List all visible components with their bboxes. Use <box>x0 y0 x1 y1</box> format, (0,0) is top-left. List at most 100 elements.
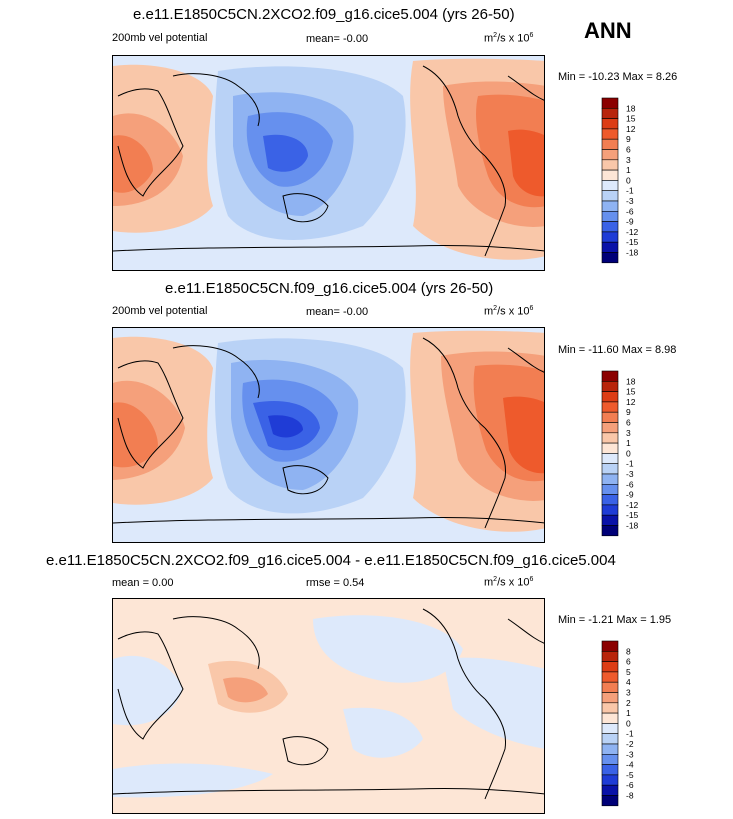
colorbar-box <box>601 211 619 222</box>
panel-1-colorbar: 18 15 12 9 6 3 1 0 -1 -3 -6 -9 -12 -15 -18 <box>601 97 661 272</box>
colorbar-tick-label: 2 <box>626 698 631 708</box>
panel-2-variable: 200mb vel potential <box>112 305 208 317</box>
colorbar-box <box>601 514 619 526</box>
panel-3-minmax: Min = -1.21 Max = 1.95 <box>558 614 672 626</box>
colorbar-tick-label: -15 <box>626 237 639 247</box>
colorbar-tick-label: -6 <box>626 479 634 489</box>
colorbar-box <box>601 525 619 537</box>
colorbar-box <box>601 640 619 652</box>
colorbar-box <box>601 180 619 192</box>
colorbar-box <box>601 200 619 212</box>
colorbar-tick-label: -3 <box>626 749 634 759</box>
colorbar-tick-label: 3 <box>626 155 631 165</box>
colorbar-tick-label: 15 <box>626 387 636 397</box>
colorbar-tick-label: 1 <box>626 165 631 175</box>
colorbar-tick-label: 12 <box>626 397 636 407</box>
colorbar-box <box>601 774 619 786</box>
colorbar-tick-label: 18 <box>626 103 636 113</box>
panel-2-map <box>112 327 545 543</box>
colorbar-tick-label: 3 <box>626 688 631 698</box>
colorbar-tick-label: -6 <box>626 206 634 216</box>
colorbar-tick-label: 8 <box>626 646 631 656</box>
colorbar-box <box>601 391 619 403</box>
colorbar-tick-label: 3 <box>626 428 631 438</box>
colorbar-tick-label: -12 <box>626 227 639 237</box>
panel-3-rmse: rmse = 0.54 <box>306 577 365 589</box>
colorbar-box <box>601 671 619 683</box>
colorbar-box <box>601 463 619 475</box>
colorbar-box <box>601 733 619 745</box>
colorbar-tick-label: -12 <box>626 500 639 510</box>
colorbar-box <box>601 241 619 253</box>
colorbar-tick-label: -6 <box>626 780 634 790</box>
colorbar-tick-label: 0 <box>626 448 631 458</box>
colorbar-box <box>601 401 619 413</box>
colorbar-tick-label: 1 <box>626 438 631 448</box>
colorbar-box <box>601 128 619 140</box>
panel-1-variable: 200mb vel potential <box>112 32 208 44</box>
colorbar-box <box>601 795 619 807</box>
panel-3-colorbar: 8 6 5 4 3 2 1 0 -1 -2 -3 -4 -5 -6 -8 <box>601 640 661 815</box>
panel-1-minmax: Min = -10.23 Max = 8.26 <box>558 71 678 83</box>
colorbar-box <box>601 681 619 693</box>
colorbar-box <box>601 764 619 776</box>
colorbar-tick-label: 12 <box>626 124 636 134</box>
panel-1-units: m2/s x 106 <box>484 32 534 45</box>
panel-3-title: e.e11.E1850C5CN.2XCO2.f09_g16.cice5.004 … <box>46 552 616 569</box>
panel-2-map-svg <box>113 328 544 542</box>
colorbar-tick-label: -3 <box>626 196 634 206</box>
colorbar-tick-label: 9 <box>626 134 631 144</box>
panel-3-map <box>112 598 545 814</box>
colorbar-box <box>601 712 619 724</box>
colorbar-tick-label: -15 <box>626 510 639 520</box>
colorbar-tick-label: -8 <box>626 791 634 801</box>
colorbar-tick-label: 0 <box>626 175 631 185</box>
colorbar-box <box>601 473 619 485</box>
colorbar-box <box>601 169 619 181</box>
panel-1-mean: mean= -0.00 <box>306 33 369 45</box>
colorbar-tick-label: 0 <box>626 718 631 728</box>
colorbar-box <box>601 108 619 119</box>
colorbar-tick-label: -1 <box>626 729 634 739</box>
panel-2-colorbar: 18 15 12 9 6 3 1 0 -1 -3 -6 -9 -12 -15 -18 <box>601 370 661 545</box>
panel-1-map-svg <box>113 56 544 270</box>
colorbar-tick-label: -3 <box>626 469 634 479</box>
colorbar-box <box>601 190 619 202</box>
colorbar-tick-label: -18 <box>626 521 639 531</box>
colorbar-box <box>601 149 619 161</box>
colorbar-box <box>601 381 619 392</box>
colorbar-box <box>601 118 619 130</box>
colorbar-box <box>601 252 619 264</box>
colorbar-box <box>601 453 619 465</box>
colorbar-box <box>601 754 619 765</box>
colorbar-tick-label: 5 <box>626 667 631 677</box>
panel-2-mean: mean= -0.00 <box>306 306 369 318</box>
colorbar-box <box>601 692 619 704</box>
panel-1-map <box>112 55 545 271</box>
colorbar-box <box>601 484 619 495</box>
colorbar-tick-label: -9 <box>626 217 634 227</box>
colorbar-box <box>601 784 619 796</box>
colorbar-tick-label: 4 <box>626 677 631 687</box>
panel-2-title: e.e11.E1850C5CN.f09_g16.cice5.004 (yrs 2… <box>165 280 494 297</box>
colorbar-tick-label: 6 <box>626 418 631 428</box>
colorbar-box <box>601 422 619 434</box>
colorbar-box <box>601 651 619 662</box>
panel-1-title: e.e11.E1850C5CN.2XCO2.f09_g16.cice5.004 … <box>133 6 515 23</box>
colorbar-box <box>601 370 619 382</box>
colorbar-tick-label: -9 <box>626 490 634 500</box>
colorbar-tick-label: -18 <box>626 248 639 258</box>
colorbar-box <box>601 743 619 755</box>
colorbar-tick-label: -4 <box>626 760 634 770</box>
panel-3-mean: mean = 0.00 <box>112 577 174 589</box>
colorbar-box <box>601 702 619 714</box>
colorbar-tick-label: -5 <box>626 770 634 780</box>
colorbar-tick-label: 15 <box>626 114 636 124</box>
colorbar-box <box>601 504 619 516</box>
colorbar-tick-label: 18 <box>626 376 636 386</box>
panel-3-units: m2/s x 106 <box>484 576 534 589</box>
colorbar-tick-label: -1 <box>626 186 634 196</box>
colorbar-box <box>601 97 619 109</box>
colorbar-box <box>601 221 619 233</box>
